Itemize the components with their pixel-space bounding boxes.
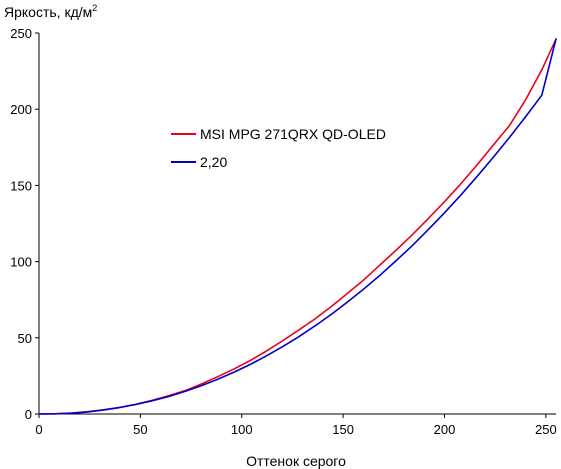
y-axis-title-superscript: 2 <box>92 3 97 13</box>
x-tick-label: 150 <box>332 422 354 437</box>
y-tick-label: 200 <box>10 102 32 117</box>
x-tick-label: 50 <box>133 422 147 437</box>
legend-label-1: 2,20 <box>200 154 227 170</box>
y-tick-label: 100 <box>10 255 32 270</box>
y-tick-label: 150 <box>10 178 32 193</box>
series-line-1 <box>38 38 557 415</box>
x-tick-label: 250 <box>535 422 557 437</box>
y-tick-label: 250 <box>10 26 32 41</box>
x-tick-label: 100 <box>231 422 253 437</box>
x-tick-label: 0 <box>35 422 42 437</box>
x-axis-title: Оттенок серого <box>246 453 346 469</box>
series-line-0 <box>38 38 557 415</box>
y-axis-title: Яркость, кд/м2 <box>4 3 97 20</box>
y-tick-label: 50 <box>18 331 32 346</box>
plot-area: 0 50 100 150 200 250 0 50 100 150 200 250 <box>10 26 557 437</box>
x-tick-label: 200 <box>434 422 456 437</box>
legend: MSI MPG 271QRX QD-OLED 2,20 <box>171 126 386 170</box>
y-tick-label: 0 <box>25 407 32 422</box>
legend-label-0: MSI MPG 271QRX QD-OLED <box>200 126 386 142</box>
